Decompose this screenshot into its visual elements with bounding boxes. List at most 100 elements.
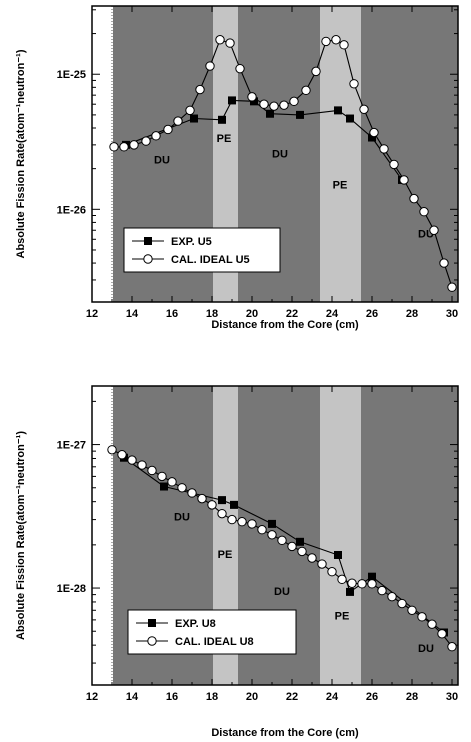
data-point-circle bbox=[235, 63, 245, 74]
x-tick-label: 24 bbox=[326, 308, 339, 320]
data-point-circle bbox=[137, 460, 147, 470]
x-axis-title: Distance from the Core (cm) bbox=[211, 319, 359, 331]
data-point-circle bbox=[357, 579, 367, 589]
x-tick-label: 16 bbox=[166, 691, 178, 703]
data-point-circle bbox=[337, 574, 347, 585]
data-point-circle bbox=[185, 105, 195, 116]
region-label-1: PE bbox=[218, 549, 233, 561]
data-point-circle bbox=[127, 455, 137, 465]
data-point-circle bbox=[107, 445, 117, 455]
x-tick-label: 28 bbox=[406, 691, 418, 703]
x-tick-label: 18 bbox=[206, 691, 218, 703]
data-point-square bbox=[250, 97, 258, 106]
data-point-circle bbox=[247, 519, 257, 529]
data-point-circle bbox=[197, 493, 207, 504]
data-point-circle bbox=[157, 471, 167, 482]
x-tick-label: 22 bbox=[286, 691, 298, 703]
data-point-square bbox=[296, 110, 304, 119]
legend-square-marker bbox=[144, 237, 152, 245]
legend-box bbox=[127, 609, 297, 655]
x-axis-title: Distance from the Core (cm) bbox=[211, 727, 359, 739]
region-label-4: DU bbox=[418, 643, 434, 655]
region-label-3: PE bbox=[333, 179, 348, 191]
data-point-circle bbox=[279, 100, 289, 110]
data-point-square bbox=[266, 109, 274, 118]
data-point-circle bbox=[419, 207, 429, 217]
data-point-square bbox=[368, 133, 376, 142]
data-point-circle bbox=[407, 605, 417, 615]
data-point-circle bbox=[277, 535, 287, 546]
data-point-circle bbox=[347, 578, 357, 588]
data-point-square bbox=[334, 550, 342, 559]
region-label-0: DU bbox=[174, 511, 190, 523]
x-tick-label: 24 bbox=[326, 691, 339, 703]
data-point-circle bbox=[321, 36, 331, 47]
data-point-circle bbox=[367, 579, 377, 589]
data-point-circle bbox=[129, 140, 139, 150]
x-tick-label: 12 bbox=[86, 691, 98, 703]
data-point-circle bbox=[267, 530, 277, 540]
data-point-circle bbox=[207, 500, 217, 510]
region-label-2: DU bbox=[274, 586, 290, 598]
x-tick-label: 22 bbox=[286, 308, 298, 320]
chart-bottom: DU PE DU PE DU 1E-28 1E-27 12 14 16 18 20 22 24 26 28 30… bbox=[15, 385, 459, 739]
data-point-circle bbox=[399, 175, 409, 185]
data-point-circle bbox=[173, 116, 183, 126]
data-point-circle bbox=[447, 642, 457, 652]
data-point-circle bbox=[317, 559, 327, 569]
data-point-square bbox=[190, 114, 198, 123]
data-point-circle bbox=[327, 567, 337, 577]
legend-entry-0: EXP. U5 bbox=[171, 236, 212, 248]
y-axis-title: Absolute Fission Rate(atom⁻¹neutron⁻¹) bbox=[15, 49, 27, 258]
data-point-circle bbox=[289, 96, 299, 107]
x-tick-label: 12 bbox=[86, 308, 98, 320]
data-point-circle bbox=[417, 612, 427, 622]
data-point-circle bbox=[447, 282, 457, 292]
legend-entry-1: CAL. IDEAL U5 bbox=[171, 254, 250, 266]
legend-entry-0: EXP. U8 bbox=[175, 618, 216, 630]
data-point-circle bbox=[147, 465, 157, 476]
data-point-circle bbox=[119, 142, 129, 152]
region-pe-3 bbox=[320, 6, 361, 302]
region-pe-3 bbox=[320, 386, 361, 685]
x-tick-label: 26 bbox=[366, 308, 378, 320]
y-tick-label: 1E-26 bbox=[57, 204, 86, 216]
data-point-circle bbox=[227, 514, 237, 525]
data-point-circle bbox=[429, 225, 439, 235]
x-tick-label: 28 bbox=[406, 308, 418, 320]
x-tick-label: 30 bbox=[446, 691, 458, 703]
x-tick-label: 20 bbox=[246, 691, 258, 703]
data-point-circle bbox=[301, 85, 311, 96]
region-du-4 bbox=[361, 386, 458, 685]
region-label-2: DU bbox=[272, 148, 288, 160]
data-point-square bbox=[334, 106, 342, 115]
data-point-circle bbox=[409, 193, 419, 204]
data-point-circle bbox=[297, 546, 307, 557]
data-point-circle bbox=[225, 38, 235, 48]
data-point-circle bbox=[379, 144, 389, 154]
data-point-circle bbox=[163, 124, 173, 135]
data-point-circle bbox=[269, 101, 279, 111]
data-point-circle bbox=[287, 541, 297, 552]
legend-entry-1: CAL. IDEAL U8 bbox=[175, 636, 254, 648]
legend-box bbox=[123, 227, 281, 273]
region-label-1: PE bbox=[217, 133, 232, 145]
x-tick-label: 14 bbox=[126, 691, 139, 703]
data-point-circle bbox=[427, 619, 437, 629]
x-tick-label: 16 bbox=[166, 308, 178, 320]
region-label-3: PE bbox=[335, 611, 350, 623]
data-point-circle bbox=[307, 553, 317, 563]
data-point-circle bbox=[109, 142, 119, 152]
data-point-circle bbox=[195, 84, 205, 95]
data-point-circle bbox=[387, 592, 397, 602]
data-point-circle bbox=[377, 585, 387, 596]
data-point-square bbox=[218, 496, 226, 505]
data-point-circle bbox=[439, 258, 449, 268]
data-point-circle bbox=[397, 598, 407, 609]
data-point-circle bbox=[257, 525, 267, 535]
data-point-circle bbox=[177, 483, 187, 493]
x-tick-label: 18 bbox=[206, 308, 218, 320]
data-point-square bbox=[228, 96, 236, 105]
data-point-circle bbox=[217, 508, 227, 519]
